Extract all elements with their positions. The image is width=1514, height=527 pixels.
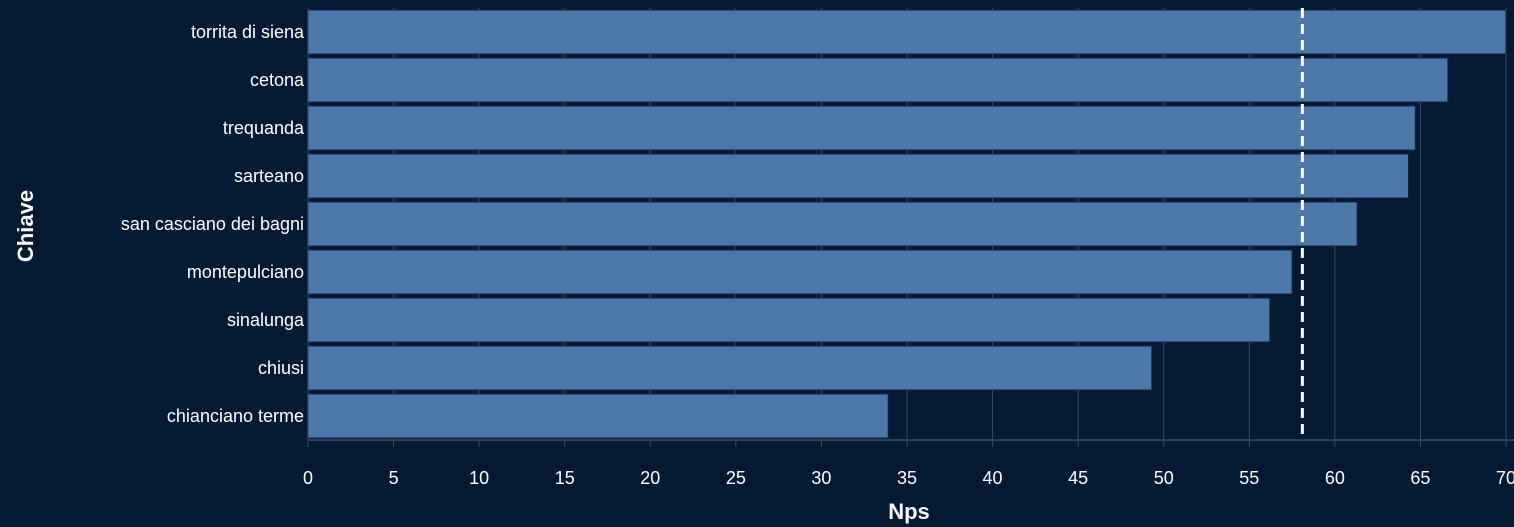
bar <box>307 393 889 439</box>
category-label: torrita di siena <box>191 22 305 42</box>
x-tick-labels: 0 5 10 15 20 25 30 35 40 45 50 55 60 65 70 <box>303 440 1514 488</box>
axes <box>307 8 1514 441</box>
category-labels: torrita di siena cetona trequanda sarteano s… <box>121 22 305 426</box>
y-axis-title: Chiave <box>13 190 38 262</box>
category-label: chiusi <box>258 358 304 378</box>
category-label: cetona <box>250 70 305 90</box>
x-tick-label: 50 <box>1154 468 1174 488</box>
category-label: sinalunga <box>227 310 305 330</box>
category-label: san casciano dei bagni <box>121 214 304 234</box>
x-tick-label: 20 <box>640 468 660 488</box>
x-tick-label: 25 <box>726 468 746 488</box>
bar <box>307 345 1153 391</box>
x-tick-label: 55 <box>1239 468 1259 488</box>
x-tick-label: 0 <box>303 468 313 488</box>
category-label: chianciano terme <box>167 406 304 426</box>
bar <box>307 297 1271 343</box>
bar <box>307 201 1358 247</box>
x-tick-label: 35 <box>897 468 917 488</box>
x-tick-label: 10 <box>469 468 489 488</box>
bar <box>307 153 1409 199</box>
bar <box>307 249 1293 295</box>
bar <box>307 105 1416 151</box>
x-tick-label: 15 <box>555 468 575 488</box>
x-tick-label: 40 <box>983 468 1003 488</box>
x-tick-label: 45 <box>1068 468 1088 488</box>
x-tick-label: 5 <box>389 468 399 488</box>
bar <box>307 9 1507 55</box>
x-axis-title: Nps <box>888 499 930 524</box>
x-tick-label: 65 <box>1410 468 1430 488</box>
category-label: sarteano <box>234 166 304 186</box>
category-label: montepulciano <box>187 262 304 282</box>
x-tick-label: 30 <box>811 468 831 488</box>
x-tick-label: 70 <box>1496 468 1514 488</box>
x-tick-label: 60 <box>1325 468 1345 488</box>
bars <box>307 9 1507 439</box>
category-label: trequanda <box>223 118 305 138</box>
bar <box>307 57 1449 103</box>
